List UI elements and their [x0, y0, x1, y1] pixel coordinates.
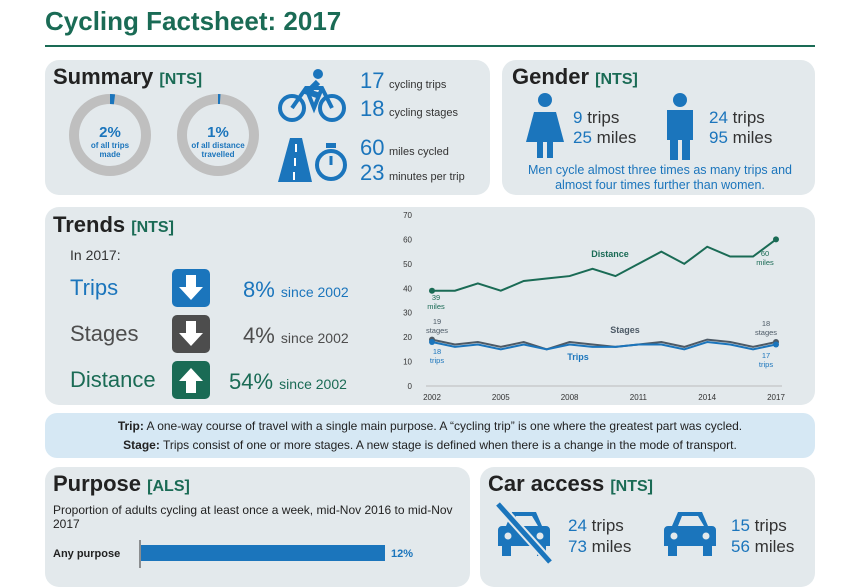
point-label-unit: miles [427, 302, 445, 311]
page: {"header":{"title":"Cycling Factsheet: 2… [45, 6, 815, 587]
y-tick-label: 0 [408, 382, 413, 391]
series-label: Trips [567, 352, 589, 362]
gender-stat: 9 trips [573, 108, 620, 127]
gender-stat: 24 trips [709, 108, 765, 127]
x-tick-label: 2005 [492, 393, 510, 402]
end-point [773, 341, 779, 348]
y-tick-label: 50 [403, 260, 412, 269]
trend-change: 8% since 2002 [243, 277, 349, 302]
stat: 60 miles cycled [360, 135, 449, 160]
gender-stat: 25 miles [573, 128, 637, 147]
x-tick-label: 2002 [423, 393, 441, 402]
x-tick-label: 2017 [767, 393, 785, 402]
man-icon [667, 110, 693, 160]
summary-title: Summary [NTS] [53, 64, 203, 89]
x-tick-label: 2008 [561, 393, 579, 402]
bar [141, 545, 385, 561]
trend-arrow [179, 275, 203, 300]
definition: Trip: A one-way course of travel with a … [117, 419, 743, 433]
car-light [536, 532, 544, 540]
x-tick-label: 2014 [698, 393, 716, 402]
series-label: Distance [591, 249, 629, 259]
trend-name: Distance [70, 367, 156, 392]
point-label-unit: stages [755, 328, 777, 337]
woman-icon-head [538, 93, 552, 107]
data-line [431, 338, 777, 351]
car-wheel [668, 546, 677, 556]
trends-intro: In 2017: [70, 247, 121, 263]
point-label-unit: trips [759, 360, 773, 369]
car-stat: 15 trips [731, 516, 787, 535]
x-tick-label: 2011 [630, 393, 648, 402]
gender-title: Gender [NTS] [512, 64, 638, 89]
y-tick-label: 30 [403, 309, 412, 318]
trend-arrow [179, 368, 203, 393]
car-wheel [502, 546, 511, 556]
trend-name: Stages [70, 321, 139, 346]
donut-arc [69, 94, 151, 176]
stat: 17 cycling trips [360, 68, 447, 93]
car-wheel [703, 546, 712, 556]
point-label: 39 [432, 293, 440, 302]
gender-note: Men cycle almost three times as many tri… [528, 163, 792, 192]
donut-text: 2% of all trips made [90, 124, 130, 159]
body: 0 10 20 30 40 50 60 70 2002 2005 2008 2011 2014 2017 D… [45, 6, 815, 587]
graphics: 0 10 20 30 40 50 60 70 2002 2005 2008 2011 2014 2017 D… [45, 45, 815, 568]
trend-change: 54% since 2002 [229, 369, 347, 394]
point-label-unit: trips [430, 356, 444, 365]
donut-arc [177, 94, 259, 176]
point-label: 18 [762, 319, 770, 328]
purpose-description: Proportion of adults cycling at least on… [53, 503, 453, 531]
y-tick-label: 10 [403, 358, 412, 367]
point-label: 18 [433, 347, 441, 356]
gender-stat: 95 miles [709, 128, 773, 147]
definition: Stage: Trips consist of one or more stag… [123, 438, 737, 452]
series-label: Stages [610, 325, 640, 335]
data-line [431, 341, 777, 351]
end-point [429, 287, 435, 294]
purpose-title: Purpose [ALS] [53, 471, 190, 496]
end-point [429, 339, 435, 346]
page-title: Cycling Factsheet: 2017 [45, 6, 342, 36]
y-tick-label: 70 [403, 211, 412, 220]
trend-change: 4% since 2002 [243, 323, 349, 348]
stat: 18 cycling stages [360, 96, 459, 121]
car-light [702, 532, 710, 540]
car-stat: 24 trips [568, 516, 624, 535]
trend-arrow [179, 321, 203, 346]
point-label: 19 [433, 317, 441, 326]
donut-text: 1% of all distance travelled [191, 124, 245, 159]
car-stat: 56 miles [731, 537, 795, 556]
woman-icon [526, 112, 564, 158]
stopwatch-icon [315, 149, 347, 181]
bar-category: Any purpose [53, 548, 120, 560]
bike-icon-head [313, 69, 323, 79]
car-stat: 73 miles [568, 537, 632, 556]
data-line [432, 238, 777, 292]
trends-title: Trends [NTS] [53, 212, 174, 237]
point-label: 60 [761, 249, 769, 258]
stopwatch-button [326, 143, 336, 148]
bike-icon [278, 79, 346, 122]
y-tick-label: 40 [403, 284, 412, 293]
car-window [678, 516, 704, 526]
end-point [773, 236, 779, 243]
y-tick-label: 20 [403, 333, 412, 342]
bar-value-label: 12% [391, 548, 413, 560]
road-dashes [293, 144, 297, 180]
car-title: Car access [NTS] [488, 471, 653, 496]
man-icon-head [673, 93, 687, 107]
stat: 23 minutes per trip [360, 160, 465, 185]
car-light [504, 532, 512, 540]
point-label: 17 [762, 351, 770, 360]
car-light [670, 532, 678, 540]
point-label-unit: stages [426, 326, 448, 335]
no-car-cross [496, 502, 552, 564]
point-label-unit: miles [756, 258, 774, 267]
trend-name: Trips [70, 275, 119, 300]
y-tick-label: 60 [403, 235, 412, 244]
